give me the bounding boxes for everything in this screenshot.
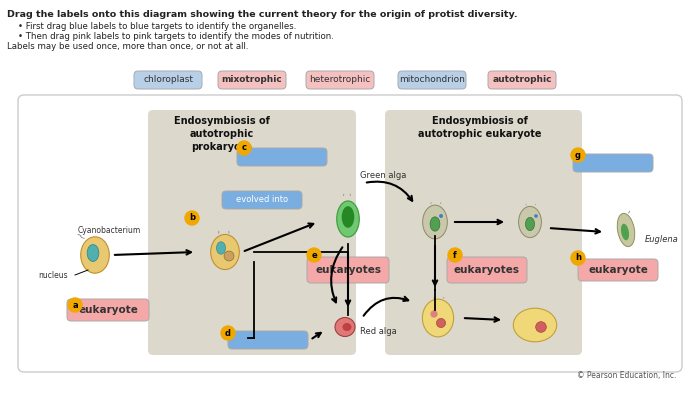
- Text: eukaryotes: eukaryotes: [454, 265, 520, 275]
- FancyBboxPatch shape: [222, 191, 302, 209]
- Text: b: b: [189, 213, 195, 222]
- Text: a: a: [72, 300, 78, 310]
- FancyBboxPatch shape: [228, 331, 308, 349]
- Circle shape: [68, 298, 82, 312]
- Text: d: d: [225, 328, 231, 338]
- Text: eukaryote: eukaryote: [588, 265, 648, 275]
- Ellipse shape: [342, 323, 351, 331]
- Ellipse shape: [422, 299, 454, 337]
- FancyBboxPatch shape: [134, 71, 202, 89]
- FancyBboxPatch shape: [237, 148, 327, 166]
- Text: autotrophic: autotrophic: [492, 76, 552, 84]
- Text: mixotrophic: mixotrophic: [222, 76, 282, 84]
- Text: Endosymbiosis of
autotrophic
prokaryote: Endosymbiosis of autotrophic prokaryote: [174, 116, 270, 152]
- Ellipse shape: [513, 308, 557, 342]
- FancyBboxPatch shape: [385, 110, 582, 355]
- Text: g: g: [575, 150, 581, 160]
- Ellipse shape: [621, 224, 629, 240]
- FancyBboxPatch shape: [306, 71, 374, 89]
- Ellipse shape: [88, 244, 99, 261]
- Ellipse shape: [439, 214, 443, 218]
- Text: • First drag blue labels to blue targets to identify the organelles.: • First drag blue labels to blue targets…: [18, 22, 296, 31]
- Circle shape: [237, 141, 251, 155]
- Text: nucleus: nucleus: [38, 271, 68, 279]
- Ellipse shape: [335, 318, 355, 336]
- FancyBboxPatch shape: [67, 299, 149, 321]
- Text: © Pearson Education, Inc.: © Pearson Education, Inc.: [577, 371, 676, 380]
- Ellipse shape: [536, 322, 546, 332]
- Text: chloroplast: chloroplast: [143, 76, 193, 84]
- Text: c: c: [241, 144, 246, 152]
- FancyBboxPatch shape: [488, 71, 556, 89]
- FancyBboxPatch shape: [148, 110, 356, 355]
- Text: Red alga: Red alga: [360, 328, 397, 336]
- FancyBboxPatch shape: [578, 259, 658, 281]
- Circle shape: [448, 248, 462, 262]
- Ellipse shape: [526, 217, 535, 230]
- FancyBboxPatch shape: [18, 95, 682, 372]
- Ellipse shape: [224, 251, 234, 261]
- Ellipse shape: [216, 242, 225, 254]
- Ellipse shape: [80, 237, 109, 273]
- Ellipse shape: [617, 213, 635, 247]
- Text: h: h: [575, 254, 581, 263]
- Text: f: f: [453, 250, 457, 259]
- Text: Euglena: Euglena: [645, 236, 679, 244]
- Text: evolved into: evolved into: [236, 195, 288, 205]
- Circle shape: [185, 211, 199, 225]
- Circle shape: [307, 248, 321, 262]
- FancyBboxPatch shape: [447, 257, 527, 283]
- Ellipse shape: [519, 207, 541, 238]
- Text: Green alga: Green alga: [360, 170, 407, 179]
- Text: heterotrophic: heterotrophic: [309, 76, 371, 84]
- Ellipse shape: [430, 310, 438, 318]
- Text: Endosymbiosis of
autotrophic eukaryote: Endosymbiosis of autotrophic eukaryote: [419, 116, 542, 139]
- FancyBboxPatch shape: [218, 71, 286, 89]
- Text: Labels may be used once, more than once, or not at all.: Labels may be used once, more than once,…: [7, 42, 248, 51]
- Ellipse shape: [337, 201, 359, 237]
- Ellipse shape: [423, 205, 447, 239]
- Circle shape: [571, 148, 585, 162]
- Text: e: e: [311, 250, 317, 259]
- Circle shape: [221, 326, 235, 340]
- Text: eukaryotes: eukaryotes: [315, 265, 381, 275]
- Ellipse shape: [211, 234, 239, 269]
- Text: Cyanobacterium: Cyanobacterium: [78, 226, 141, 235]
- Ellipse shape: [534, 214, 538, 218]
- Text: mitochondrion: mitochondrion: [399, 76, 465, 84]
- FancyBboxPatch shape: [307, 257, 389, 283]
- Ellipse shape: [437, 318, 446, 328]
- FancyBboxPatch shape: [573, 154, 653, 172]
- Circle shape: [571, 251, 585, 265]
- Ellipse shape: [342, 206, 354, 228]
- FancyBboxPatch shape: [398, 71, 466, 89]
- Text: Drag the labels onto this diagram showing the current theory for the origin of p: Drag the labels onto this diagram showin…: [7, 10, 517, 19]
- Text: • Then drag pink labels to pink targets to identify the modes of nutrition.: • Then drag pink labels to pink targets …: [18, 32, 334, 41]
- Ellipse shape: [430, 217, 440, 231]
- Text: eukaryote: eukaryote: [78, 305, 138, 315]
